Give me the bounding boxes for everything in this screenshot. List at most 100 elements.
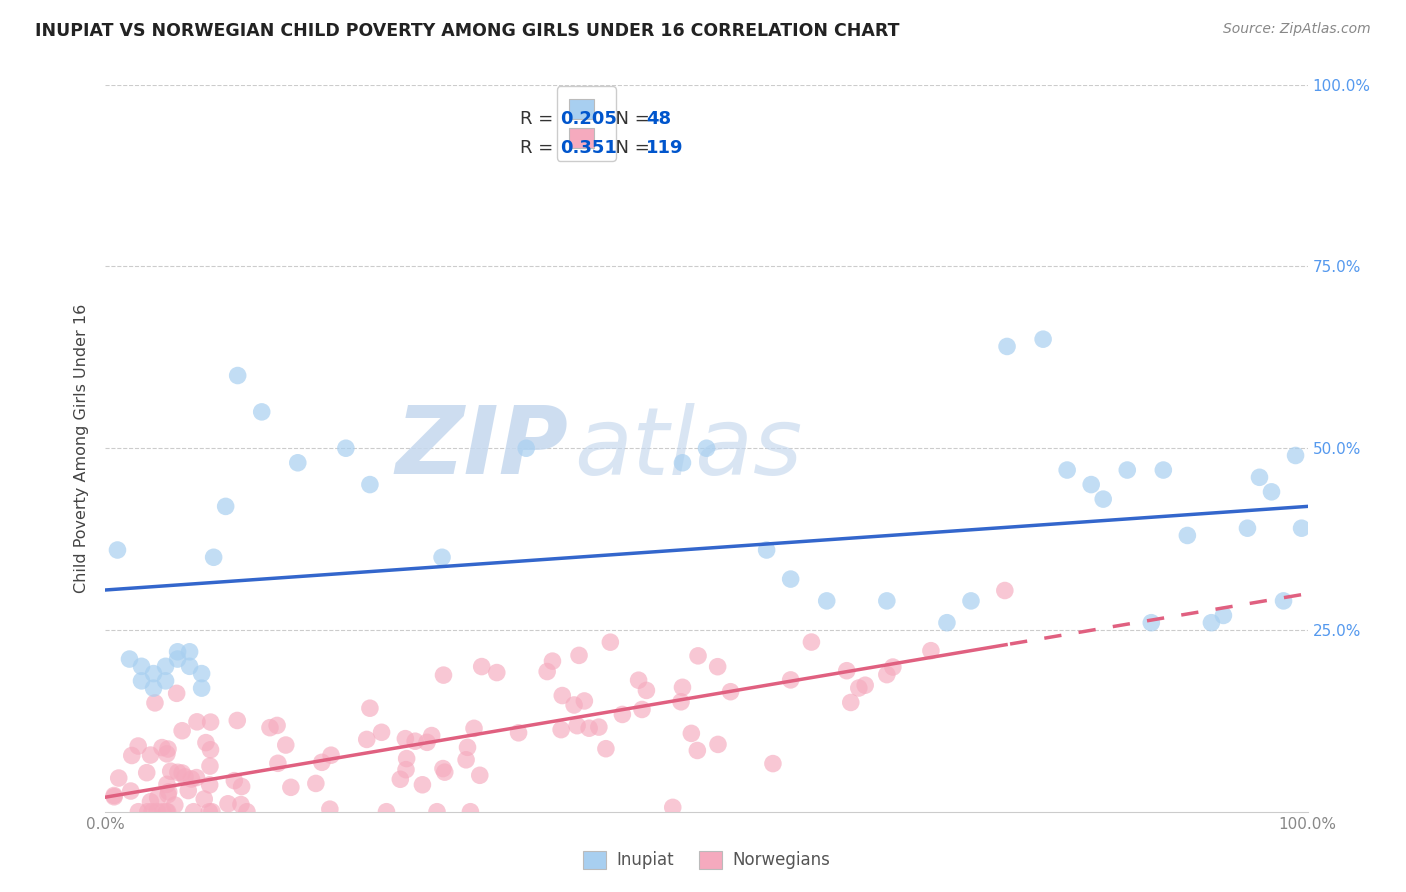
Point bbox=[595, 741, 617, 756]
Point bbox=[280, 780, 302, 795]
Point bbox=[155, 673, 177, 688]
Point bbox=[1236, 521, 1258, 535]
Point bbox=[139, 795, 162, 809]
Point bbox=[848, 681, 870, 695]
Point bbox=[468, 768, 491, 782]
Point bbox=[815, 594, 838, 608]
Point bbox=[454, 753, 477, 767]
Point bbox=[578, 721, 600, 735]
Point bbox=[835, 664, 858, 678]
Point bbox=[1284, 449, 1306, 463]
Point bbox=[671, 681, 693, 695]
Point bbox=[485, 665, 508, 680]
Point bbox=[536, 665, 558, 679]
Point bbox=[156, 777, 179, 791]
Point bbox=[636, 683, 658, 698]
Point bbox=[202, 550, 225, 565]
Point bbox=[121, 748, 143, 763]
Point bbox=[143, 696, 166, 710]
Point bbox=[433, 765, 456, 780]
Point bbox=[179, 645, 201, 659]
Point bbox=[146, 805, 169, 819]
Point bbox=[156, 747, 179, 761]
Point bbox=[183, 805, 205, 819]
Point bbox=[335, 442, 357, 455]
Text: 119: 119 bbox=[647, 139, 683, 157]
Point bbox=[1092, 492, 1115, 507]
Point bbox=[194, 736, 217, 750]
Point bbox=[800, 635, 823, 649]
Point bbox=[1272, 594, 1295, 608]
Point bbox=[1175, 528, 1198, 542]
Point bbox=[936, 615, 959, 630]
Point bbox=[135, 765, 157, 780]
Point bbox=[319, 802, 342, 816]
Point bbox=[960, 594, 983, 608]
Text: N =: N = bbox=[605, 139, 655, 157]
Point bbox=[755, 543, 778, 558]
Point bbox=[359, 477, 381, 491]
Point bbox=[370, 725, 392, 739]
Point bbox=[186, 714, 208, 729]
Point bbox=[627, 673, 650, 688]
Point bbox=[460, 805, 482, 819]
Point bbox=[404, 734, 426, 748]
Point bbox=[231, 780, 253, 794]
Point bbox=[131, 673, 153, 688]
Point bbox=[166, 652, 188, 666]
Point bbox=[267, 756, 290, 771]
Point bbox=[127, 739, 149, 753]
Point bbox=[1249, 470, 1271, 484]
Point bbox=[120, 784, 142, 798]
Point bbox=[1080, 477, 1102, 491]
Point bbox=[146, 790, 169, 805]
Point bbox=[131, 659, 153, 673]
Point bbox=[174, 770, 197, 784]
Point bbox=[411, 778, 433, 792]
Point bbox=[395, 751, 418, 765]
Point bbox=[179, 659, 201, 673]
Point bbox=[155, 659, 177, 673]
Point bbox=[155, 805, 177, 819]
Point bbox=[229, 797, 252, 812]
Point bbox=[141, 805, 163, 819]
Text: ZIP: ZIP bbox=[395, 402, 568, 494]
Point bbox=[190, 681, 212, 695]
Point bbox=[671, 456, 693, 470]
Point bbox=[994, 583, 1017, 598]
Point bbox=[1291, 521, 1313, 535]
Point bbox=[1260, 484, 1282, 499]
Point bbox=[876, 667, 898, 681]
Point bbox=[515, 442, 537, 455]
Point bbox=[136, 805, 159, 819]
Point bbox=[103, 789, 125, 803]
Point bbox=[127, 805, 149, 819]
Point bbox=[107, 771, 129, 785]
Point bbox=[681, 726, 703, 740]
Point bbox=[599, 635, 621, 649]
Point bbox=[224, 773, 246, 788]
Point bbox=[287, 456, 309, 470]
Point bbox=[157, 785, 180, 799]
Point bbox=[1152, 463, 1174, 477]
Text: 48: 48 bbox=[647, 111, 672, 128]
Point bbox=[1032, 332, 1054, 346]
Point bbox=[416, 735, 439, 749]
Point bbox=[172, 766, 194, 780]
Point bbox=[389, 772, 412, 787]
Point bbox=[568, 648, 591, 663]
Point bbox=[779, 572, 801, 586]
Point bbox=[762, 756, 785, 771]
Point bbox=[305, 776, 328, 790]
Point bbox=[508, 726, 530, 740]
Point bbox=[226, 368, 249, 383]
Point bbox=[274, 738, 297, 752]
Point bbox=[1056, 463, 1078, 477]
Point bbox=[686, 743, 709, 757]
Point bbox=[1212, 608, 1234, 623]
Point bbox=[198, 805, 221, 819]
Point bbox=[214, 500, 236, 514]
Point bbox=[259, 721, 281, 735]
Point bbox=[150, 740, 173, 755]
Point bbox=[200, 743, 222, 757]
